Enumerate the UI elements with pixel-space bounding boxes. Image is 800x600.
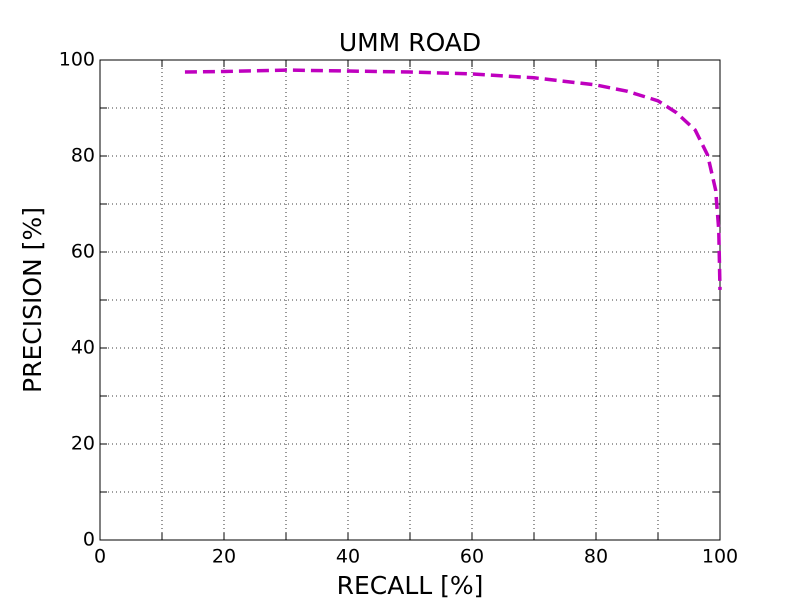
- y-tick-label: 100: [59, 49, 95, 71]
- y-tick-label: 80: [71, 145, 95, 167]
- line-series: [184, 68, 722, 290]
- x-tick-label: 20: [212, 546, 236, 568]
- y-tick-label: 60: [71, 241, 95, 263]
- x-tick-label: 40: [336, 546, 360, 568]
- y-axis-label: PRECISION [%]: [18, 207, 47, 393]
- chart-title: UMM ROAD: [339, 28, 481, 57]
- x-tick-label: 80: [584, 546, 608, 568]
- plot-frame: [99, 59, 721, 541]
- x-tick-label: 60: [460, 546, 484, 568]
- x-tick-label: 0: [94, 546, 106, 568]
- y-tick-label: 40: [71, 337, 95, 359]
- x-axis-label: RECALL [%]: [337, 571, 484, 600]
- y-tick-label: 20: [71, 433, 95, 455]
- x-tick-label: 100: [702, 546, 738, 568]
- y-tick-label: 0: [83, 529, 95, 551]
